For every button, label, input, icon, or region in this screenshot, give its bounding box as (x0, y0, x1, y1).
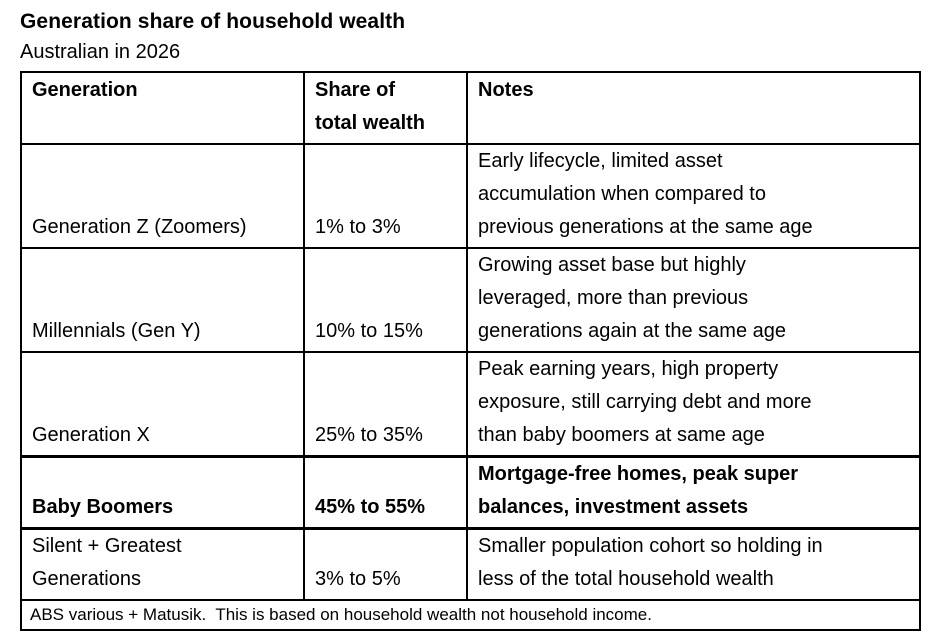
share-cell: 1% to 3% (303, 143, 468, 249)
generation-cell: Generation Z (Zoomers) (20, 143, 305, 249)
table-row-baby-boomers: Baby Boomers 45% to 55% Mortgage-free ho… (20, 455, 921, 530)
table-row-gen-x: Generation X 25% to 35% Peak earning yea… (20, 351, 921, 458)
page-title: Generation share of household wealth (20, 10, 406, 33)
share-cell: 25% to 35% (303, 351, 468, 458)
header-generation: Generation (20, 71, 305, 145)
notes-cell: Growing asset base but highly leveraged,… (466, 247, 921, 353)
notes-cell: Smaller population cohort so holding in … (466, 527, 921, 601)
table-row-silent-greatest: Silent + Greatest Generations 3% to 5% S… (20, 527, 921, 601)
share-cell: 10% to 15% (303, 247, 468, 353)
notes-cell: Peak earning years, high property exposu… (466, 351, 921, 458)
header-notes: Notes (466, 71, 921, 145)
share-cell: 45% to 55% (303, 455, 468, 530)
source-note: ABS various + Matusik. This is based on … (20, 599, 921, 631)
generation-cell: Baby Boomers (20, 455, 305, 530)
notes-cell: Mortgage-free homes, peak super balances… (466, 455, 921, 530)
table-source-row: ABS various + Matusik. This is based on … (20, 599, 921, 631)
page-subtitle: Australian in 2026 (20, 41, 181, 63)
generation-cell: Silent + Greatest Generations (20, 527, 305, 601)
table-header-row: Generation Share of total wealth Notes (20, 71, 921, 145)
table-row-gen-z: Generation Z (Zoomers) 1% to 3% Early li… (20, 143, 921, 249)
notes-cell: Early lifecycle, limited asset accumulat… (466, 143, 921, 249)
share-cell: 3% to 5% (303, 527, 468, 601)
generation-cell: Millennials (Gen Y) (20, 247, 305, 353)
header-share: Share of total wealth (303, 71, 468, 145)
table-row-millennials: Millennials (Gen Y) 10% to 15% Growing a… (20, 247, 921, 353)
generation-cell: Generation X (20, 351, 305, 458)
wealth-table: Generation Share of total wealth Notes G… (20, 71, 921, 631)
